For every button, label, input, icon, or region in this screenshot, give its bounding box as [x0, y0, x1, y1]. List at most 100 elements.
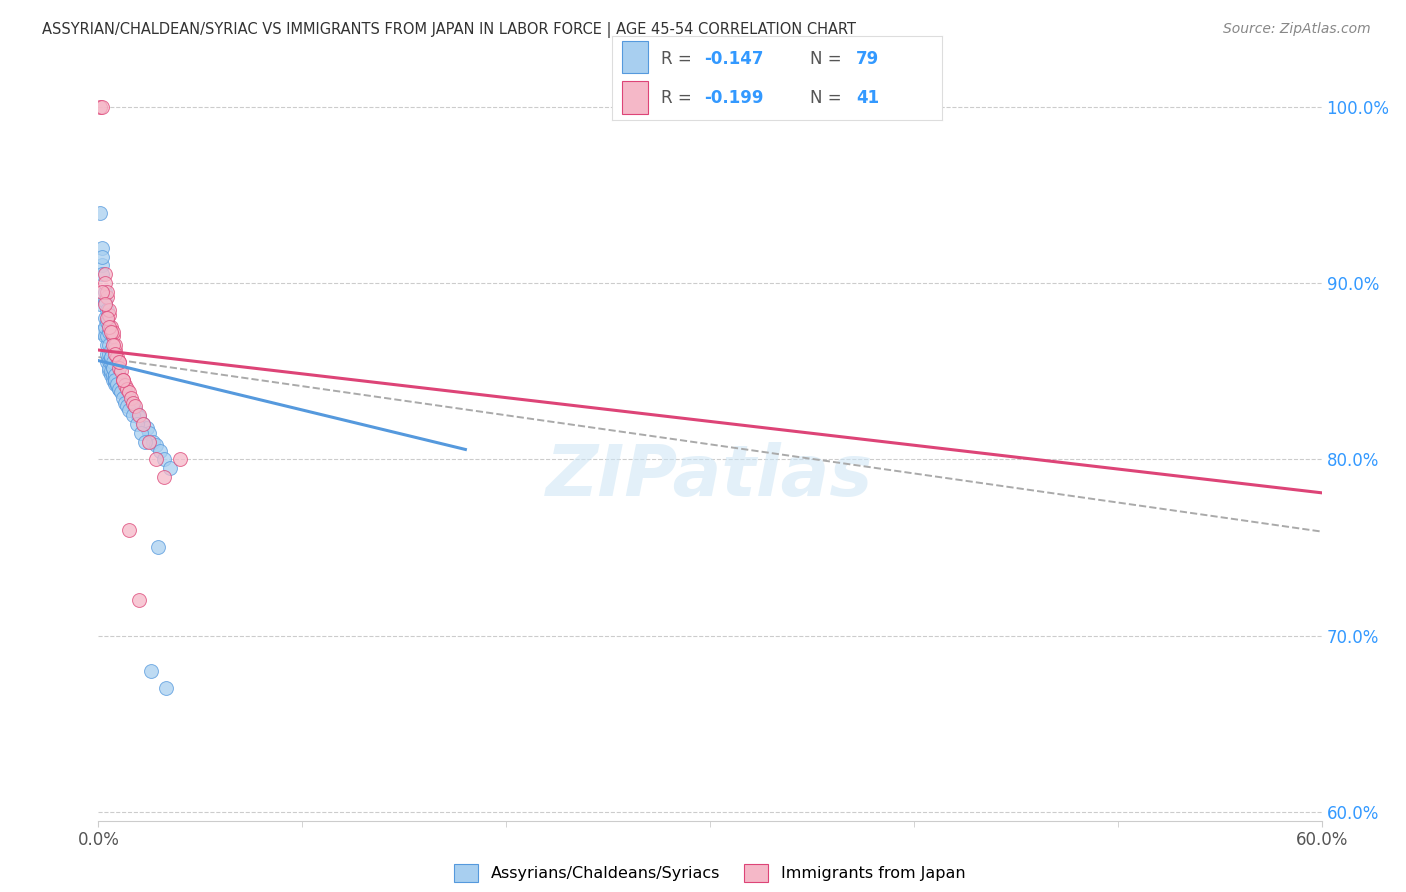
Point [101, 373, 124, 387]
Point [97, 308, 120, 322]
Point [96, 346, 118, 360]
Point [114, 396, 136, 410]
Point [132, 417, 155, 431]
Point [101, 360, 124, 375]
Point [104, 368, 127, 382]
Point [91, 259, 114, 273]
Point [120, 396, 142, 410]
Text: -0.199: -0.199 [704, 88, 763, 106]
Point [93, 267, 115, 281]
Text: N =: N = [810, 88, 846, 106]
Point [145, 452, 167, 467]
Point [128, 593, 150, 607]
Point [115, 389, 138, 403]
Point [89, 100, 111, 114]
Legend: Assyrians/Chaldeans/Syriacs, Immigrants from Japan: Assyrians/Chaldeans/Syriacs, Immigrants … [454, 863, 966, 882]
Point [152, 470, 174, 484]
Point [100, 343, 122, 357]
Point [110, 364, 132, 378]
Point [101, 368, 124, 382]
Point [97, 360, 120, 375]
Point [155, 681, 177, 696]
Point [100, 350, 122, 364]
Point [118, 403, 141, 417]
Point [97, 326, 120, 340]
Point [89, 205, 111, 219]
Point [91, 241, 114, 255]
Point [96, 355, 118, 369]
Point [91, 100, 114, 114]
Point [122, 400, 145, 414]
Point [104, 373, 127, 387]
Point [111, 378, 134, 392]
Point [97, 320, 120, 334]
Point [108, 382, 131, 396]
Text: N =: N = [810, 50, 846, 68]
Point [101, 338, 124, 352]
Text: 79: 79 [856, 50, 879, 68]
Point [128, 410, 150, 425]
Point [100, 364, 122, 378]
Point [108, 376, 131, 391]
Point [100, 350, 122, 364]
Point [105, 350, 128, 364]
Point [104, 346, 127, 360]
Point [127, 407, 149, 421]
Point [104, 373, 127, 387]
Point [124, 400, 146, 414]
Point [93, 329, 115, 343]
Point [91, 250, 114, 264]
Point [128, 409, 150, 423]
Point [96, 285, 118, 299]
Point [96, 311, 118, 326]
Text: Source: ZipAtlas.com: Source: ZipAtlas.com [1223, 22, 1371, 37]
Point [115, 400, 138, 414]
Point [108, 369, 131, 384]
Point [114, 385, 136, 400]
Point [108, 360, 131, 375]
Point [93, 293, 115, 308]
Point [101, 360, 124, 375]
Point [100, 368, 122, 382]
Text: R =: R = [661, 50, 697, 68]
Text: ASSYRIAN/CHALDEAN/SYRIAC VS IMMIGRANTS FROM JAPAN IN LABOR FORCE | AGE 45-54 COR: ASSYRIAN/CHALDEAN/SYRIAC VS IMMIGRANTS F… [42, 22, 856, 38]
Point [97, 302, 120, 317]
Point [104, 338, 127, 352]
Point [111, 373, 134, 387]
Point [100, 320, 122, 334]
Point [114, 382, 136, 396]
Point [122, 409, 145, 423]
Point [115, 382, 138, 396]
Point [104, 376, 127, 391]
Point [97, 346, 120, 360]
Point [91, 267, 114, 281]
Point [110, 382, 132, 396]
Point [105, 373, 128, 387]
Point [93, 276, 115, 290]
Point [105, 378, 128, 392]
Point [169, 452, 191, 467]
Point [89, 297, 111, 311]
Point [118, 385, 141, 400]
Point [93, 311, 115, 326]
Point [149, 443, 172, 458]
Point [145, 438, 167, 452]
Text: R =: R = [661, 88, 697, 106]
Point [152, 452, 174, 467]
Point [96, 302, 118, 317]
Point [96, 315, 118, 329]
Point [134, 434, 156, 449]
Point [118, 392, 141, 407]
Point [101, 329, 124, 343]
Text: ZIPatlas: ZIPatlas [547, 442, 873, 511]
Point [110, 385, 132, 400]
Point [97, 353, 120, 368]
Point [97, 364, 120, 378]
Point [122, 396, 145, 410]
Point [93, 320, 115, 334]
Point [91, 285, 114, 299]
Point [138, 434, 160, 449]
Point [101, 326, 124, 340]
Point [132, 417, 155, 431]
Text: -0.147: -0.147 [704, 50, 763, 68]
